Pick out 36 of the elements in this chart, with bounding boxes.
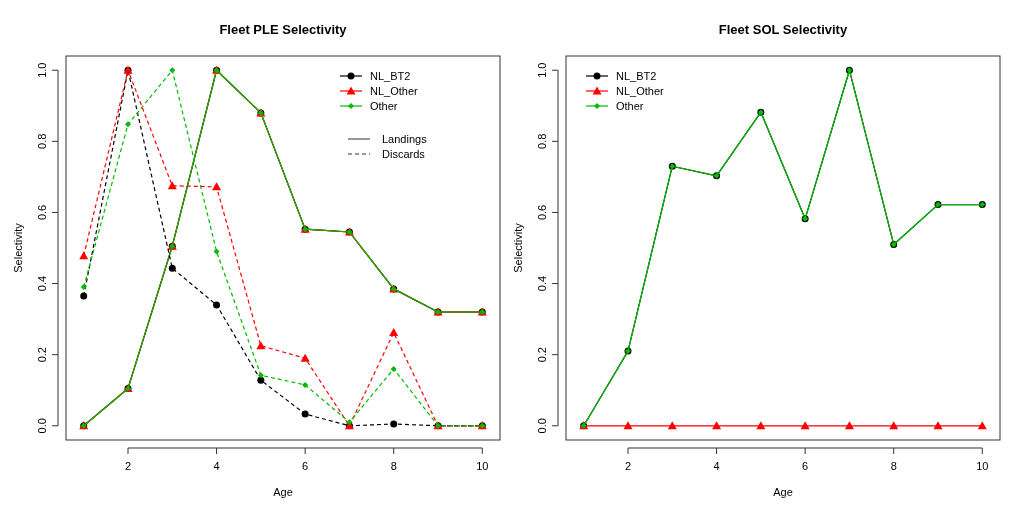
legend-label: NL_BT2 <box>616 70 657 82</box>
legend-label: NL_BT2 <box>370 70 411 82</box>
x-axis-title: Age <box>773 486 793 498</box>
y-axis-title: Selectivity <box>12 222 24 273</box>
x-tick-label: 2 <box>124 460 132 472</box>
y-tick-label: 0.8 <box>36 133 48 149</box>
y-tick-label: 0.0 <box>36 418 48 434</box>
x-tick-label: 10 <box>976 460 989 472</box>
x-tick-label: 4 <box>213 460 220 472</box>
legend-label: Other <box>370 100 398 112</box>
x-tick-label: 6 <box>302 460 309 472</box>
y-tick-label: 0.6 <box>36 204 48 221</box>
y-tick-label: 0.4 <box>536 275 548 292</box>
y-tick-label: 1.0 <box>36 62 48 78</box>
y-tick-label: 0.2 <box>36 347 48 363</box>
x-tick-label: 2 <box>624 460 632 472</box>
x-tick-label: 6 <box>802 460 809 472</box>
chart-title: Fleet PLE Selectivity <box>219 22 348 37</box>
x-tick-label: 8 <box>890 460 897 472</box>
x-axis-title: Age <box>273 486 293 498</box>
x-tick-label: 4 <box>713 460 720 472</box>
legend-label: Other <box>616 100 644 112</box>
y-axis-title: Selectivity <box>512 222 524 273</box>
y-tick-label: 0.4 <box>36 275 48 292</box>
y-tick-label: 0.8 <box>536 133 548 149</box>
y-tick-label: 0.2 <box>536 347 548 363</box>
annotation: Discards <box>382 148 426 160</box>
legend-label: NL_Other <box>616 85 665 97</box>
y-tick-label: 1.0 <box>536 62 548 78</box>
annotation: Landings <box>382 133 428 145</box>
y-tick-label: 0.6 <box>536 204 548 221</box>
chart-title: Fleet SOL Selectivity <box>718 22 848 37</box>
x-tick-label: 8 <box>390 460 397 472</box>
x-tick-label: 10 <box>476 460 489 472</box>
legend-label: NL_Other <box>370 85 419 97</box>
y-tick-label: 0.0 <box>536 418 548 434</box>
